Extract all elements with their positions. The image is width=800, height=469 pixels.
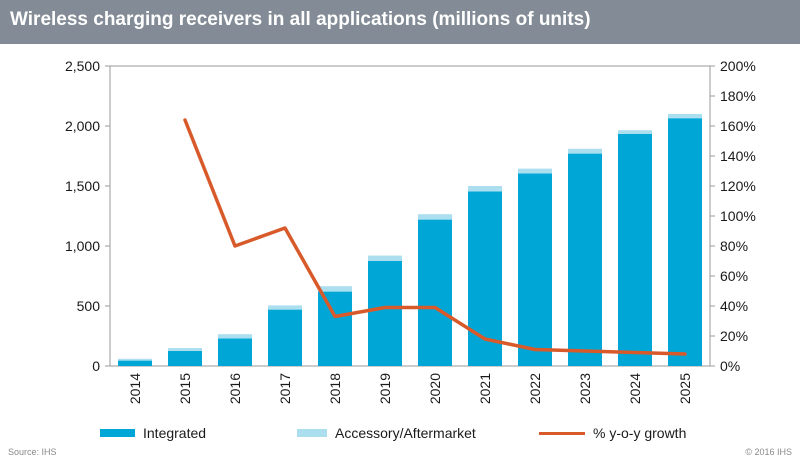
x-tick-label: 2024 [627,373,643,404]
chart-area: 0 500 1,000 1,500 2,000 2,500 0% 20% 40% 60% 80% 1… [65,58,756,404]
x-tick-label: 2015 [177,373,193,404]
bar-series [118,114,702,366]
bar-accessory [168,348,202,351]
bar-integrated [568,153,602,366]
x-tick-label: 2016 [227,373,243,404]
bar-integrated [168,351,202,366]
y-right-tick-label: 180% [720,88,756,104]
x-axis: 2014 2015 2016 2017 2018 2019 2020 2021 2022 2023… [127,373,693,404]
y-right-tick-label: 100% [720,208,756,224]
growth-line-series [183,118,687,356]
x-tick-label: 2019 [377,373,393,404]
x-tick-label: 2021 [477,373,493,404]
y-left-tick-label: 1,500 [65,178,100,194]
y-right-tick-label: 120% [720,178,756,194]
bar-accessory [568,148,602,154]
bar-integrated [318,291,352,366]
y-right-tick-label: 200% [720,58,756,74]
legend-swatch-integrated [100,429,135,437]
y-right-tick-label: 60% [720,268,748,284]
legend-item-growth: % y-o-y growth [539,424,686,442]
x-tick-label: 2025 [677,373,693,404]
y-left-tick-label: 2,000 [65,118,100,134]
legend-swatch-growth [539,431,585,435]
bar-integrated [418,219,452,366]
x-tick-label: 2017 [277,373,293,404]
y-right-axis: 0% 20% 40% 60% 80% 100% 120% 140% 160% 180% 200% [710,58,756,374]
bar-integrated [218,338,252,366]
y-left-axis: 0 500 1,000 1,500 2,000 2,500 [65,58,110,374]
x-tick-label: 2023 [577,373,593,404]
y-left-tick-label: 0 [92,358,100,374]
bar-accessory [518,168,552,174]
legend-item-accessory: Accessory/Aftermarket [297,424,476,442]
bar-accessory [218,334,252,339]
y-right-tick-label: 140% [720,148,756,164]
legend-swatch-accessory [297,429,327,437]
y-right-tick-label: 160% [720,118,756,134]
x-tick-label: 2014 [127,373,143,404]
copyright-note: © 2016 IHS [745,447,792,457]
legend-item-integrated: Integrated [100,424,206,442]
y-left-tick-label: 2,500 [65,58,100,74]
bar-accessory [668,114,702,119]
y-right-tick-label: 80% [720,238,748,254]
bar-accessory [268,305,302,310]
y-left-tick-label: 500 [77,298,101,314]
y-right-tick-label: 20% [720,328,748,344]
bar-integrated [118,360,152,366]
bar-integrated [468,191,502,366]
bar-accessory [468,186,502,192]
y-left-tick-label: 1,000 [65,238,100,254]
source-note: Source: IHS [8,447,57,457]
legend-label-integrated: Integrated [143,425,207,441]
bar-integrated [668,118,702,366]
bar-integrated [268,309,302,366]
y-right-tick-label: 40% [720,298,748,314]
x-tick-label: 2020 [427,373,443,404]
bar-accessory [118,358,152,361]
legend-label-growth: % y-o-y growth [593,425,687,441]
bar-accessory [368,255,402,261]
y-right-tick-label: 0% [720,358,740,374]
chart-header: Wireless charging receivers in all appli… [0,0,800,44]
bar-accessory [418,214,452,220]
x-tick-label: 2018 [327,373,343,404]
chart-title: Wireless charging receivers in all appli… [10,9,591,30]
growth-line [183,118,687,356]
bar-accessory [618,130,652,134]
bar-integrated [368,261,402,366]
bar-integrated [518,173,552,366]
legend-label-accessory: Accessory/Aftermarket [335,425,476,441]
bar-integrated [618,133,652,366]
bar-accessory [318,286,352,292]
x-tick-label: 2022 [527,373,543,404]
